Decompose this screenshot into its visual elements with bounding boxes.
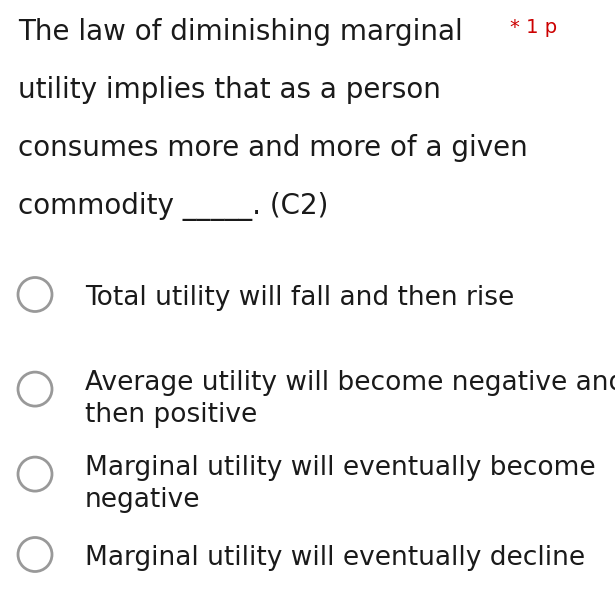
Text: * 1 p: * 1 p [510, 18, 557, 37]
Circle shape [18, 372, 52, 406]
Circle shape [18, 538, 52, 571]
Text: Marginal utility will eventually become: Marginal utility will eventually become [85, 455, 595, 481]
Circle shape [18, 457, 52, 491]
Text: negative: negative [85, 487, 200, 513]
Text: Total utility will fall and then rise: Total utility will fall and then rise [85, 285, 514, 311]
Text: utility implies that as a person: utility implies that as a person [18, 76, 441, 104]
Text: Marginal utility will eventually decline: Marginal utility will eventually decline [85, 545, 585, 571]
Circle shape [18, 277, 52, 312]
Text: commodity _____. (C2): commodity _____. (C2) [18, 192, 328, 221]
Text: consumes more and more of a given: consumes more and more of a given [18, 134, 528, 162]
Text: The law of diminishing marginal: The law of diminishing marginal [18, 18, 462, 46]
Text: Average utility will become negative and: Average utility will become negative and [85, 370, 615, 396]
Text: then positive: then positive [85, 402, 257, 428]
